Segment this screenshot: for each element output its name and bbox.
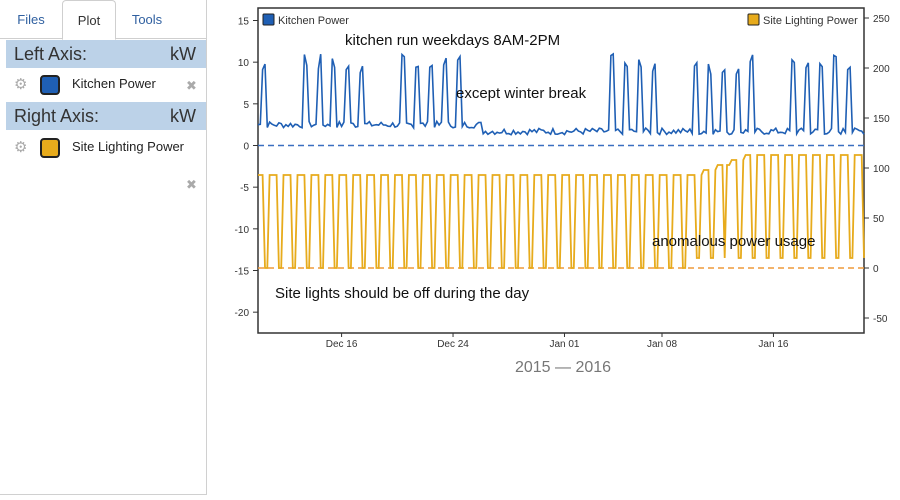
site-lighting-power-series-name: Site Lighting Power <box>72 139 185 154</box>
x-tick-label: Jan 16 <box>758 339 788 350</box>
close-icon[interactable]: ✖ <box>186 78 197 93</box>
plot-frame <box>257 7 865 334</box>
legend-site-lighting-power: Site Lighting Power <box>763 15 858 27</box>
right-axis-header: Right Axis: kW <box>6 102 206 130</box>
gear-icon[interactable]: ⚙ <box>14 139 28 156</box>
left-axis-header: Left Axis: kW <box>6 40 206 68</box>
right-tick-label: 250 <box>873 14 890 25</box>
tab-files[interactable]: Files <box>17 12 45 27</box>
site-lighting-power-line <box>258 154 865 269</box>
series-row-site-lighting-power: ⚙ Site Lighting Power ✖ <box>6 137 206 192</box>
x-tick-label: Dec 24 <box>437 339 469 350</box>
left-tick-label: -20 <box>235 308 250 319</box>
legend-lighting-swatch <box>747 13 760 26</box>
x-axis-ticks: Dec 16 Dec 24 Jan 01 Jan 08 Jan 16 <box>326 333 789 350</box>
x-tick-label: Dec 16 <box>326 339 358 350</box>
left-tick-label: -15 <box>235 267 250 278</box>
left-tick-label: -5 <box>240 183 249 194</box>
series-lines <box>257 52 865 269</box>
right-tick-label: 200 <box>873 64 890 75</box>
kitchen-power-line <box>257 52 865 137</box>
legend-kitchen-power: Kitchen Power <box>278 15 349 27</box>
annotation-anomalous-usage: anomalous power usage <box>652 233 815 250</box>
left-tick-label: 0 <box>243 142 249 153</box>
left-tick-label: 10 <box>238 58 250 69</box>
right-axis-ticks: 250 200 150 100 50 0 -50 <box>864 14 890 325</box>
legend-kitchen-swatch <box>262 13 275 26</box>
panel-tabs: Files Plot Tools <box>0 0 206 40</box>
right-tick-label: 50 <box>873 214 885 225</box>
annotation-site-lights-off: Site lights should be off during the day <box>275 285 530 302</box>
x-tick-label: Jan 01 <box>549 339 579 350</box>
x-axis-label: 2015 — 2016 <box>515 359 611 376</box>
chart-area: 15 10 5 0 -5 -10 -15 -20 250 200 150 100 50 0 -50 Dec… <box>215 0 900 390</box>
right-tick-label: -50 <box>873 314 888 325</box>
gear-icon[interactable]: ⚙ <box>14 76 28 93</box>
right-tick-label: 0 <box>873 264 879 275</box>
left-axis-unit[interactable]: kW <box>170 44 196 64</box>
tab-tools[interactable]: Tools <box>131 12 163 27</box>
left-tick-label: 5 <box>243 100 249 111</box>
x-tick-label: Jan 08 <box>647 339 677 350</box>
left-tick-label: 15 <box>238 17 250 28</box>
kitchen-power-series-name: Kitchen Power <box>72 76 156 91</box>
right-axis-label: Right Axis: <box>14 106 100 126</box>
right-tick-label: 100 <box>873 164 890 175</box>
left-axis-ticks: 15 10 5 0 -5 -10 -15 -20 <box>235 17 258 319</box>
left-tick-label: -10 <box>235 225 250 236</box>
annotation-winter-break: except winter break <box>456 85 587 102</box>
kitchen-power-color-swatch[interactable] <box>40 75 60 95</box>
series-row-kitchen-power: ⚙ Kitchen Power ✖ <box>6 74 206 100</box>
plot-settings-panel: Files Plot Tools Left Axis: kW ⚙ Kitchen… <box>0 0 207 495</box>
left-axis-label: Left Axis: <box>14 44 88 64</box>
site-lighting-power-color-swatch[interactable] <box>40 138 60 158</box>
close-icon[interactable]: ✖ <box>186 177 197 192</box>
annotation-kitchen-weekdays: kitchen run weekdays 8AM-2PM <box>345 32 560 49</box>
right-axis-unit[interactable]: kW <box>170 106 196 126</box>
tab-plot[interactable]: Plot <box>62 0 116 40</box>
right-tick-label: 150 <box>873 114 890 125</box>
